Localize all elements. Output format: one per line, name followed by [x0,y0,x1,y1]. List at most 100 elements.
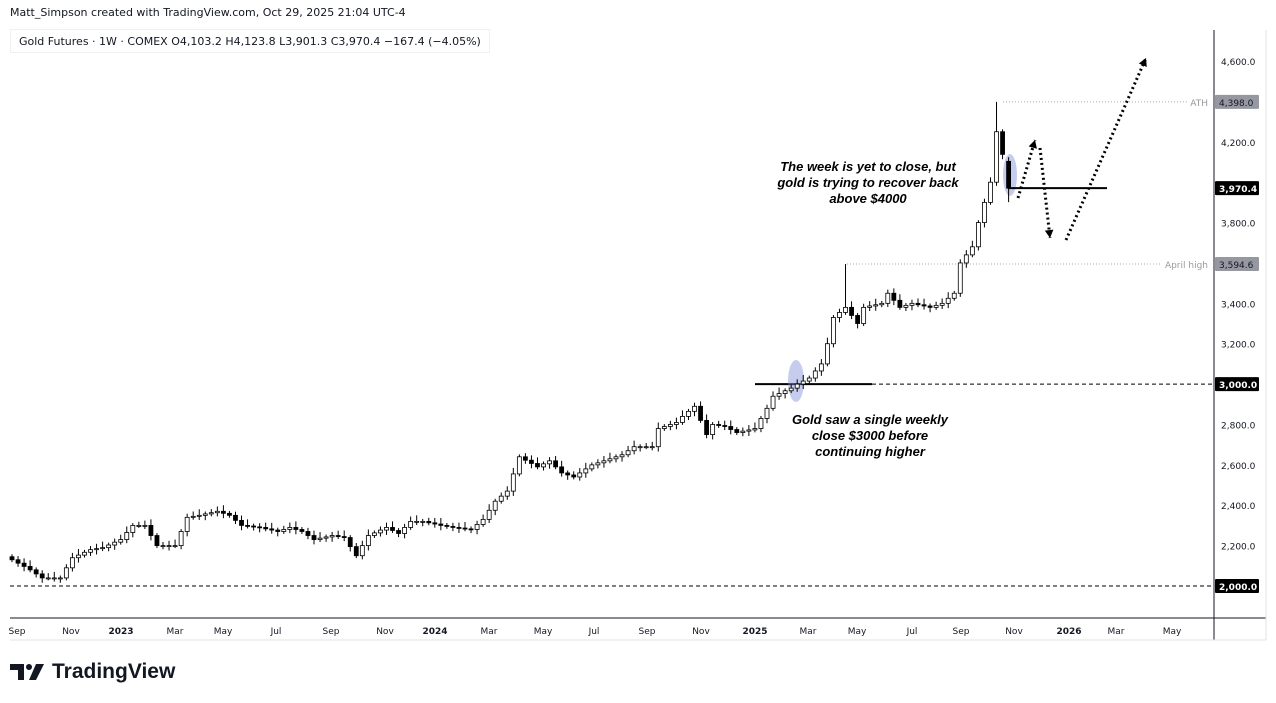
candle-body [1000,131,1005,155]
tradingview-logo[interactable]: TradingView [10,660,175,684]
april-high-label: April high [1165,261,1208,271]
candle-body [353,546,359,557]
candle-body [613,456,619,460]
candle-body [873,304,879,307]
candle-body [674,422,679,425]
x-tick-label: 2025 [742,627,767,637]
candle-body [57,577,63,580]
y-tick-label: 4,600.0 [1221,58,1256,68]
candle-body [21,562,27,567]
candle-body [414,520,420,523]
candle-body [758,418,764,429]
candle-body [462,527,468,530]
candle-body [160,545,166,548]
candle-body [643,446,649,449]
candle-body [257,526,263,529]
candle-body [601,460,607,464]
tradingview-logo-icon [10,664,44,680]
candle-body [233,514,238,521]
price-badge-label: 3,970.4 [1219,185,1257,195]
candle-body [746,429,752,432]
candle-body [269,528,275,531]
candle-body [263,527,269,530]
price-badge-label: 4,398.0 [1219,99,1254,109]
candle-body [184,516,190,532]
candle-body [770,395,776,409]
candle-body [341,536,347,538]
x-tick-label: Jul [906,627,918,637]
candle-body [498,495,504,502]
candle-body [957,262,963,294]
x-tick-label: 2024 [422,627,447,637]
candle-body [214,510,220,514]
arrow-up-long-head [1138,58,1147,67]
candle-body [667,424,673,427]
candle-body [281,529,287,532]
x-tick-label: Sep [9,627,26,637]
x-tick-label: Sep [639,627,656,637]
candle-body [976,222,981,248]
candle-body [45,577,51,580]
price-badge-label: 2,000.0 [1219,583,1257,593]
candle-body [571,474,577,478]
candle-body [76,554,81,559]
candle-body [891,292,897,301]
price-badge [1215,377,1259,392]
candle-body [933,304,939,308]
candle-body [444,525,450,527]
candle-body [921,304,927,307]
candle-body [994,131,999,183]
candle-body [148,525,154,536]
candle-body [39,573,45,579]
candle-body [112,541,118,546]
highlight-ellipse-3000 [788,360,804,402]
candle-body [504,490,510,497]
candle-body [752,428,758,431]
candle-body [438,523,444,526]
candle-body [565,472,571,476]
annotation-top: The week is yet to close, but gold is tr… [777,159,959,206]
y-tick-label: 4,200.0 [1221,139,1256,149]
candle-body [806,377,812,382]
candle-body [619,454,625,458]
candle-body [897,299,903,308]
candle-body [106,544,112,549]
candle-body [9,556,15,561]
candle-body [293,527,299,530]
candle-body [275,529,281,532]
candle-body [396,530,401,534]
candle-body [492,500,498,511]
candle-body [208,512,214,515]
candle-body [655,428,661,448]
candle-body [680,416,685,423]
y-tick-label: 3,400.0 [1221,300,1256,310]
candle-body [728,426,734,430]
candle-body [818,363,824,372]
candle-body [15,559,21,564]
candle-body [710,424,716,435]
candle-body [82,551,87,556]
candle-body [903,304,909,308]
x-tick-label: May [214,627,233,637]
candle-body [287,527,293,530]
x-tick-label: Sep [323,627,340,637]
candle-body [480,518,486,525]
candle-body [202,513,208,516]
x-tick-label: Jul [588,627,600,637]
candle-body [849,306,854,316]
candle-body [559,466,565,474]
candle-body [516,456,522,475]
y-tick-label: 2,800.0 [1221,421,1256,431]
candle-body [969,246,975,256]
candle-body [365,535,371,547]
candle-body [927,305,933,308]
candle-body [879,302,885,306]
x-tick-label: Jul [270,627,282,637]
candle-body [468,528,474,531]
candle-body [63,567,69,579]
candle-body [825,343,830,365]
candle-body [649,446,655,449]
candle-body [172,545,178,548]
candle-body [529,459,534,464]
